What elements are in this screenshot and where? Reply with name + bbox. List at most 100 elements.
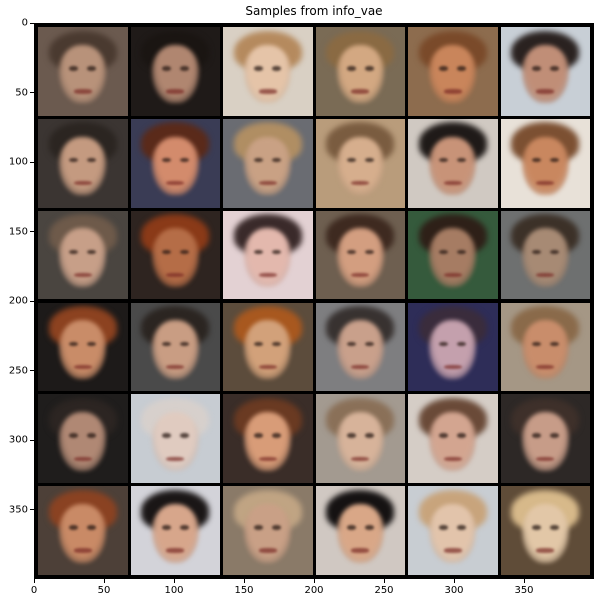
mouth (536, 89, 555, 94)
face-sample-r4-c5 (408, 302, 498, 392)
mouth (536, 181, 555, 186)
face-sample-r2-c5 (408, 118, 498, 208)
mouth (166, 272, 185, 278)
face-sample-r5-c1 (38, 394, 128, 484)
right-eye (87, 157, 97, 163)
face-skin (429, 503, 476, 563)
face-skin (59, 44, 106, 104)
mouth (351, 89, 370, 94)
mouth (351, 456, 370, 461)
mouth (73, 364, 92, 370)
x-tick-label: 300 (444, 585, 464, 596)
face-sample-r4-c4 (315, 302, 405, 392)
left-eye (439, 157, 449, 163)
face-skin (336, 44, 384, 104)
face-sample-r5-c2 (130, 394, 220, 484)
x-tick-label: 100 (164, 585, 184, 596)
y-tick-mark (30, 231, 34, 232)
face-sample-r3-c6 (500, 210, 590, 300)
mouth (443, 456, 462, 461)
left-eye (346, 66, 356, 71)
left-eye (254, 157, 264, 163)
face-sample-r5-c6 (500, 394, 590, 484)
right-eye (364, 525, 374, 530)
y-tick-label: 250 (8, 365, 28, 376)
face-skin (336, 320, 384, 379)
face-skin (336, 503, 384, 563)
mouth (536, 364, 555, 370)
right-eye (87, 433, 97, 438)
right-eye (457, 341, 467, 347)
y-tick-mark (30, 509, 34, 510)
right-eye (272, 157, 282, 163)
face-skin (151, 503, 199, 563)
face-skin (521, 412, 569, 471)
face-sample-r2-c2 (130, 118, 220, 208)
left-eye (69, 66, 79, 71)
face-skin (151, 320, 199, 379)
face-skin (521, 228, 569, 288)
mouth (73, 181, 92, 186)
face-skin (336, 412, 384, 471)
face-sample-r4-c2 (130, 302, 220, 392)
face-sample-r1-c5 (408, 27, 498, 116)
mouth (166, 181, 185, 186)
left-eye (346, 341, 356, 347)
mouth (351, 364, 370, 370)
y-tick-mark (30, 300, 34, 302)
face-skin (336, 136, 384, 196)
left-eye (254, 66, 264, 71)
left-eye (254, 525, 264, 530)
right-eye (364, 249, 374, 255)
left-eye (254, 433, 264, 438)
x-tick-label: 250 (374, 585, 394, 596)
plot-title: Samples from info_vae (245, 4, 383, 18)
left-eye (531, 157, 541, 163)
face-sample-r2-c6 (500, 118, 590, 208)
right-eye (179, 433, 189, 438)
right-eye (179, 249, 189, 255)
left-eye (69, 157, 79, 163)
face-skin (429, 136, 476, 196)
left-eye (439, 66, 449, 71)
face-skin (244, 136, 291, 196)
left-eye (346, 157, 356, 163)
right-eye (457, 249, 467, 255)
y-tick-label: 300 (8, 434, 28, 446)
right-eye (549, 433, 559, 438)
mouth (258, 181, 277, 186)
face-skin (59, 228, 106, 288)
mouth (73, 456, 92, 461)
face-sample-r5-c4 (315, 394, 405, 484)
face-skin (429, 228, 476, 288)
x-tick-label: 200 (304, 585, 324, 596)
face-sample-r3-c2 (130, 210, 220, 300)
left-eye (439, 525, 449, 530)
mouth (166, 364, 185, 370)
x-tick-mark (103, 579, 105, 583)
mouth (443, 89, 462, 94)
image-axes (34, 23, 594, 579)
face-skin (521, 44, 569, 104)
face-skin (151, 228, 199, 288)
x-tick-label: 350 (514, 585, 534, 596)
face-sample-r6-c1 (38, 486, 128, 575)
x-tick-mark (383, 579, 385, 583)
right-eye (457, 525, 467, 530)
face-skin (429, 320, 476, 379)
face-sample-r3-c4 (315, 210, 405, 300)
right-eye (87, 341, 97, 347)
y-tick-label: 150 (8, 226, 28, 237)
face-sample-r3-c1 (38, 210, 128, 300)
right-eye (87, 525, 97, 530)
mouth (258, 89, 277, 94)
mouth (536, 548, 555, 553)
face-skin (59, 503, 106, 563)
face-sample-r1-c1 (38, 27, 128, 116)
left-eye (161, 157, 171, 163)
face-skin (59, 412, 106, 471)
mouth (258, 548, 277, 553)
y-tick-mark (30, 161, 34, 163)
right-eye (549, 525, 559, 530)
